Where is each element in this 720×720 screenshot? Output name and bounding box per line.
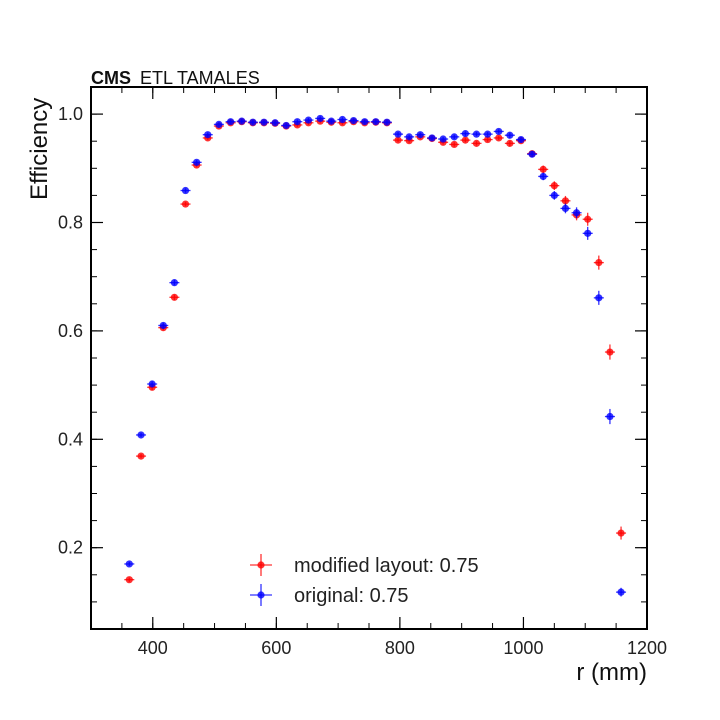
plot-frame [90, 86, 648, 630]
data-point [428, 134, 436, 142]
svg-text:CMS ETL TAMALES: CMS ETL TAMALES [91, 68, 260, 88]
data-point [561, 204, 570, 213]
major-ticks [91, 87, 648, 629]
data-point [617, 588, 625, 596]
experiment-label: CMS ETL TAMALES [91, 68, 260, 88]
data-point [495, 134, 503, 142]
data-point [238, 117, 246, 125]
data-point [539, 165, 547, 173]
data-point [125, 560, 133, 568]
data-point [450, 140, 458, 149]
data-point [349, 117, 358, 125]
data-point [204, 131, 212, 139]
data-point [606, 348, 614, 356]
data-point [193, 158, 201, 166]
data-point [606, 412, 614, 421]
data-point [137, 452, 145, 460]
data-point [327, 117, 335, 125]
x-tick-label: 1200 [627, 638, 667, 658]
y-axis-label: Efficiency [26, 98, 53, 200]
data-point [439, 135, 447, 143]
data-point [506, 131, 514, 139]
data-point [137, 431, 145, 439]
data-point [495, 127, 503, 136]
data-point [550, 182, 558, 190]
data-point [517, 135, 525, 144]
experiment-name: CMS [91, 68, 131, 88]
data-series [124, 114, 627, 597]
data-point [227, 118, 235, 126]
legend-marker [257, 591, 265, 599]
legend-marker [257, 561, 265, 569]
experiment-subtitle: ETL TAMALES [140, 68, 260, 88]
data-point [484, 130, 492, 138]
data-point [181, 186, 190, 195]
x-tick-label: 600 [261, 638, 291, 658]
data-point [316, 114, 324, 123]
legend: modified layout: 0.75 original: 0.75 [250, 554, 479, 607]
y-tick-label: 0.4 [58, 429, 83, 449]
data-point [461, 136, 469, 144]
data-point [361, 118, 369, 126]
data-point [148, 380, 156, 388]
data-point [472, 139, 481, 147]
series-modified-layout [124, 117, 627, 584]
y-tick-label: 0.6 [58, 321, 83, 341]
data-point [461, 130, 469, 138]
data-point [293, 118, 301, 126]
x-axis-label: r (mm) [576, 659, 647, 686]
legend-label: modified layout: 0.75 [294, 555, 479, 577]
data-point [572, 209, 581, 217]
data-point [181, 200, 190, 208]
data-point [372, 118, 380, 126]
x-tick-label: 1000 [503, 638, 543, 658]
x-tick-label: 400 [138, 638, 168, 658]
y-tick-label: 0.2 [58, 538, 83, 558]
data-point [484, 135, 492, 144]
series-original [124, 114, 627, 597]
data-point [304, 116, 313, 124]
data-point [125, 576, 133, 584]
y-tick-label: 1.0 [58, 104, 83, 124]
data-point [394, 136, 402, 144]
data-point [506, 139, 514, 147]
data-point [405, 133, 413, 141]
y-tick-labels: 0.2 0.4 0.6 0.8 1.0 [58, 104, 83, 558]
data-point [528, 150, 536, 158]
data-point [282, 121, 290, 130]
data-point [450, 133, 458, 141]
data-point [617, 529, 625, 537]
data-point [561, 197, 570, 205]
data-point [249, 118, 257, 126]
data-point [338, 115, 347, 124]
data-point [550, 191, 558, 199]
legend-entry: original: 0.75 [250, 584, 409, 607]
data-point [271, 119, 279, 127]
data-point [584, 215, 592, 223]
data-point [595, 294, 603, 302]
data-point [159, 321, 167, 330]
data-point [472, 130, 481, 138]
data-point [383, 118, 391, 126]
data-point [260, 118, 268, 126]
data-point [170, 279, 178, 287]
data-point [584, 229, 592, 237]
x-tick-labels: 400 600 800 1000 1200 [138, 638, 667, 658]
legend-label: original: 0.75 [294, 585, 409, 607]
x-tick-label: 800 [385, 638, 415, 658]
legend-entry: modified layout: 0.75 [250, 554, 479, 577]
data-point [215, 120, 223, 128]
minor-ticks [90, 86, 648, 629]
data-point [539, 172, 547, 181]
y-tick-label: 0.8 [58, 213, 83, 233]
data-point [394, 130, 402, 138]
data-point [416, 131, 424, 139]
data-point [170, 293, 178, 301]
data-point [595, 259, 603, 267]
